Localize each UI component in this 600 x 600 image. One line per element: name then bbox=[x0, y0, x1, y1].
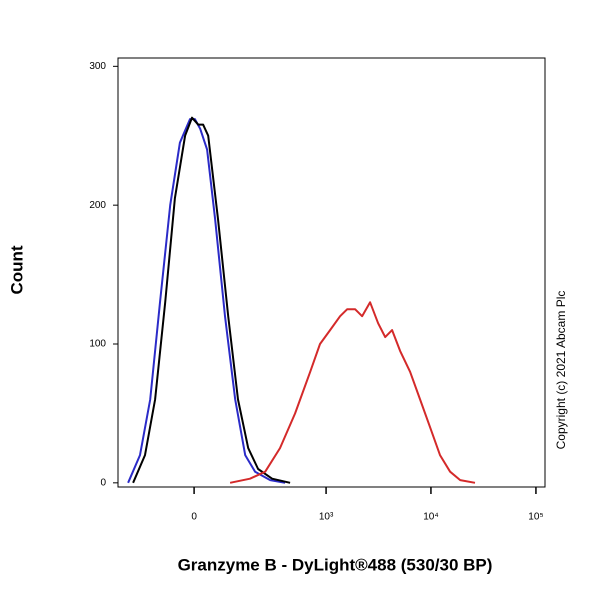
y-axis-label: Count bbox=[7, 245, 26, 294]
x-tick-label: 10⁴ bbox=[423, 512, 438, 523]
histogram-line bbox=[229, 301, 476, 484]
y-tick-label: 100 bbox=[89, 339, 106, 350]
y-tick-label: 300 bbox=[89, 61, 106, 72]
histogram-line bbox=[127, 118, 286, 484]
x-tick-label: 10⁵ bbox=[528, 512, 543, 523]
x-tick-label: 10³ bbox=[319, 512, 334, 523]
copyright: Copyright (c) 2021 Abcam Plc bbox=[554, 291, 568, 450]
y-tick-label: 200 bbox=[89, 200, 106, 211]
histogram-line bbox=[132, 116, 291, 484]
x-axis-label: Granzyme B - DyLight®488 (530/30 BP) bbox=[178, 555, 493, 574]
y-tick-label: 0 bbox=[100, 477, 106, 488]
x-tick-label: 0 bbox=[191, 512, 197, 523]
plot-frame bbox=[117, 57, 546, 488]
